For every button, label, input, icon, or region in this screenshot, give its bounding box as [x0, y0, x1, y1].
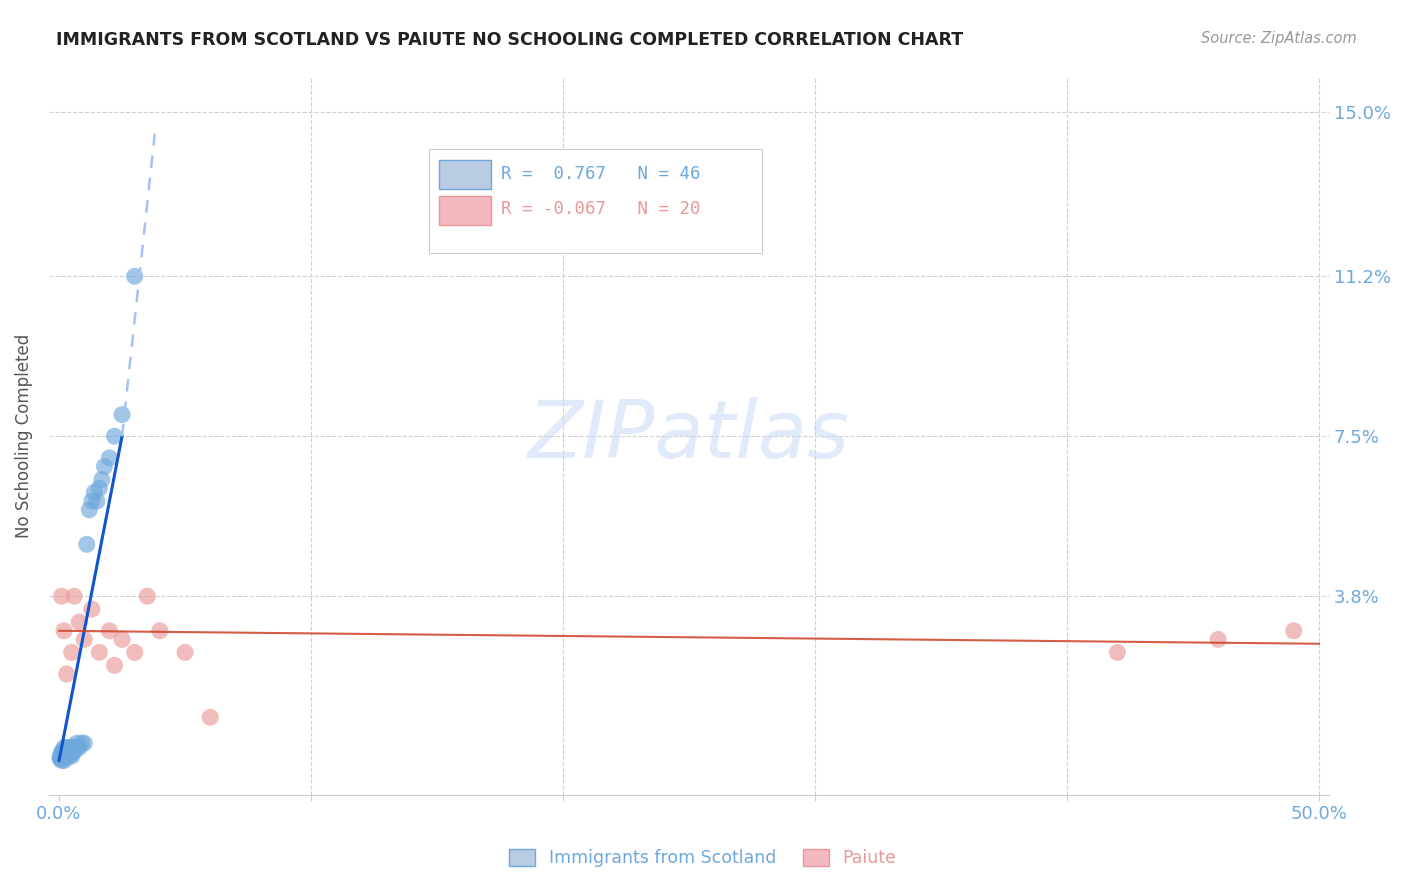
Point [63, 589, 86, 603]
Point [53, 754, 76, 768]
Point [49, 751, 72, 765]
Point [73, 736, 96, 750]
Point [60, 745, 83, 759]
Point [60, 749, 83, 764]
Point [56, 745, 79, 759]
Point [103, 658, 125, 673]
Point [149, 624, 172, 638]
Point [67, 740, 90, 755]
Point [200, 710, 222, 724]
Point [55, 740, 77, 755]
Point [51, 751, 73, 765]
FancyBboxPatch shape [429, 149, 762, 253]
Text: R = -0.067   N = 20: R = -0.067 N = 20 [501, 201, 700, 219]
Point [90, 473, 112, 487]
Point [49, 749, 72, 764]
Point [89, 645, 111, 659]
Point [136, 589, 159, 603]
Point [80, 602, 103, 616]
FancyBboxPatch shape [440, 160, 491, 189]
Point [79, 502, 101, 516]
Point [60, 645, 83, 659]
Point [89, 481, 111, 495]
Text: IMMIGRANTS FROM SCOTLAND VS PAIUTE NO SCHOOLING COMPLETED CORRELATION CHART: IMMIGRANTS FROM SCOTLAND VS PAIUTE NO SC… [56, 31, 963, 49]
Point [66, 736, 89, 750]
Point [59, 740, 82, 755]
Point [1107, 645, 1129, 659]
Point [55, 667, 77, 681]
Point [1282, 624, 1305, 638]
Point [86, 494, 108, 508]
Legend: Immigrants from Scotland, Paiute: Immigrants from Scotland, Paiute [502, 842, 904, 874]
Text: ZIPatlas: ZIPatlas [527, 397, 851, 475]
Point [174, 645, 197, 659]
Y-axis label: No Schooling Completed: No Schooling Completed [15, 334, 32, 539]
Point [51, 745, 73, 759]
Point [66, 740, 89, 755]
Point [55, 749, 77, 764]
Point [67, 615, 90, 629]
Text: R =  0.767   N = 46: R = 0.767 N = 46 [501, 165, 700, 183]
Point [124, 645, 146, 659]
Text: Source: ZipAtlas.com: Source: ZipAtlas.com [1201, 31, 1357, 46]
Point [70, 736, 93, 750]
Point [111, 632, 134, 647]
Point [53, 740, 76, 755]
Point [52, 749, 75, 764]
Point [53, 749, 76, 764]
Point [52, 749, 75, 764]
Point [60, 740, 83, 755]
Point [53, 749, 76, 764]
Point [93, 459, 115, 474]
Point [63, 745, 86, 759]
Point [51, 749, 73, 764]
Point [124, 269, 146, 284]
Point [51, 754, 73, 768]
Point [83, 485, 105, 500]
Point [53, 745, 76, 759]
Point [63, 740, 86, 755]
Point [80, 494, 103, 508]
Point [51, 749, 73, 764]
Point [55, 745, 77, 759]
Point [73, 632, 96, 647]
Point [52, 745, 75, 759]
Point [58, 745, 80, 759]
Point [49, 751, 72, 765]
Point [111, 408, 134, 422]
Point [53, 624, 76, 638]
Point [103, 429, 125, 443]
Point [1206, 632, 1229, 647]
Point [51, 589, 73, 603]
Point [98, 624, 121, 638]
Point [76, 537, 98, 551]
Point [58, 749, 80, 764]
FancyBboxPatch shape [440, 196, 491, 225]
Point [53, 745, 76, 759]
Point [98, 450, 121, 465]
